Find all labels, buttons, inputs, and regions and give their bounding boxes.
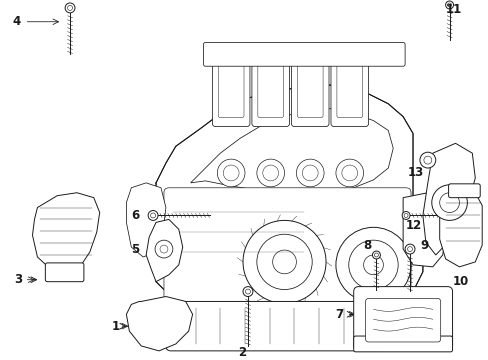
FancyBboxPatch shape (218, 53, 244, 118)
Circle shape (67, 5, 72, 10)
FancyBboxPatch shape (336, 53, 362, 118)
Circle shape (407, 247, 412, 252)
Circle shape (445, 1, 452, 9)
Text: 5: 5 (131, 243, 139, 256)
Text: 2: 2 (238, 346, 245, 359)
Circle shape (363, 255, 383, 275)
Text: 10: 10 (451, 275, 468, 288)
Circle shape (256, 159, 284, 187)
Circle shape (262, 165, 278, 181)
Circle shape (59, 230, 69, 240)
Circle shape (296, 159, 324, 187)
Circle shape (439, 193, 459, 212)
Polygon shape (402, 193, 447, 267)
FancyBboxPatch shape (163, 188, 410, 321)
FancyBboxPatch shape (297, 53, 323, 118)
Circle shape (256, 234, 311, 289)
Circle shape (217, 159, 244, 187)
FancyBboxPatch shape (447, 184, 479, 198)
Circle shape (46, 217, 82, 253)
FancyBboxPatch shape (45, 263, 84, 282)
Text: 12: 12 (405, 219, 422, 232)
Circle shape (401, 212, 409, 219)
Circle shape (450, 219, 470, 239)
Circle shape (53, 224, 75, 246)
FancyBboxPatch shape (257, 53, 283, 118)
Circle shape (151, 321, 161, 331)
Circle shape (335, 159, 363, 187)
Polygon shape (439, 193, 481, 267)
FancyBboxPatch shape (353, 336, 451, 352)
Circle shape (302, 165, 318, 181)
Circle shape (372, 251, 380, 259)
Circle shape (403, 213, 407, 217)
Circle shape (423, 156, 431, 164)
FancyBboxPatch shape (251, 46, 289, 126)
Circle shape (404, 244, 414, 254)
Polygon shape (146, 219, 183, 282)
Circle shape (374, 253, 378, 257)
Circle shape (272, 250, 296, 274)
Text: 4: 4 (12, 15, 20, 28)
Text: 6: 6 (131, 209, 139, 222)
Text: 8: 8 (363, 239, 371, 252)
Polygon shape (301, 193, 422, 316)
FancyBboxPatch shape (165, 301, 383, 351)
Text: 9: 9 (419, 239, 427, 252)
Circle shape (243, 287, 252, 297)
Polygon shape (190, 109, 392, 194)
FancyBboxPatch shape (212, 46, 249, 126)
Circle shape (155, 240, 172, 258)
Circle shape (341, 165, 357, 181)
Circle shape (447, 3, 450, 7)
Polygon shape (126, 297, 192, 351)
Circle shape (245, 289, 250, 294)
Circle shape (445, 213, 476, 245)
Polygon shape (126, 183, 165, 257)
Text: 7: 7 (335, 308, 343, 321)
Text: 3: 3 (15, 273, 22, 286)
FancyBboxPatch shape (291, 46, 328, 126)
Text: 13: 13 (407, 166, 424, 180)
FancyBboxPatch shape (330, 46, 368, 126)
Circle shape (457, 225, 465, 233)
Circle shape (243, 220, 325, 303)
FancyBboxPatch shape (203, 42, 404, 66)
Circle shape (65, 3, 75, 13)
Circle shape (148, 211, 158, 220)
Circle shape (419, 152, 435, 168)
Circle shape (223, 165, 239, 181)
Circle shape (335, 227, 410, 302)
Circle shape (150, 213, 155, 218)
Circle shape (431, 185, 467, 220)
FancyBboxPatch shape (353, 287, 451, 351)
Circle shape (348, 240, 397, 289)
Circle shape (160, 245, 167, 253)
Polygon shape (422, 143, 474, 255)
Polygon shape (156, 84, 412, 318)
Circle shape (143, 313, 168, 339)
Polygon shape (32, 193, 100, 275)
FancyBboxPatch shape (365, 298, 440, 342)
Text: 11: 11 (445, 3, 461, 17)
Text: 1: 1 (111, 320, 119, 333)
Circle shape (136, 306, 176, 346)
